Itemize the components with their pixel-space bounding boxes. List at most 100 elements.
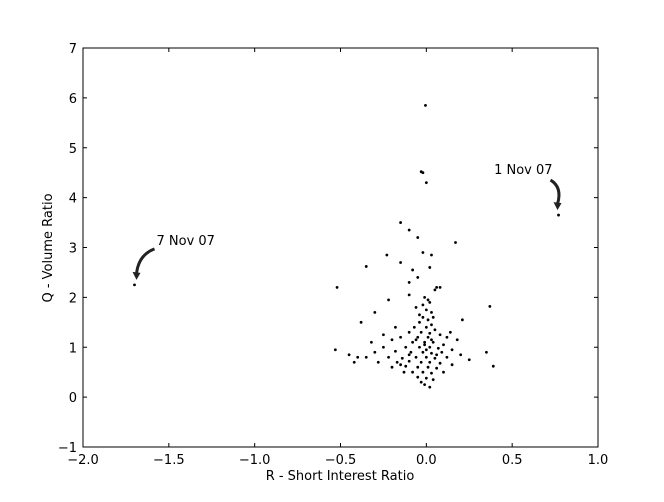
y-tick-label: 6 — [69, 92, 77, 107]
point — [424, 348, 428, 352]
point — [416, 236, 420, 239]
annotation-text: 1 Nov 07 — [494, 163, 552, 178]
point — [454, 241, 457, 244]
point — [411, 268, 414, 272]
point — [435, 353, 439, 357]
point — [399, 261, 402, 264]
point — [438, 361, 442, 365]
point — [407, 228, 411, 232]
point — [419, 330, 423, 334]
point — [433, 288, 437, 292]
point — [385, 253, 389, 257]
annotation-arrow — [549, 178, 561, 205]
point — [412, 325, 416, 329]
point — [433, 328, 437, 332]
point — [426, 298, 430, 302]
point — [364, 355, 368, 359]
x-tick-label: 0.5 — [502, 453, 523, 468]
point — [399, 221, 402, 224]
point — [428, 266, 432, 269]
point — [404, 345, 408, 349]
point — [455, 338, 459, 342]
point — [359, 320, 363, 324]
point — [431, 340, 435, 344]
point — [438, 333, 442, 337]
point — [421, 315, 425, 319]
point — [409, 350, 413, 354]
point — [370, 340, 373, 344]
point — [418, 320, 421, 324]
point — [424, 355, 428, 359]
point — [407, 353, 411, 357]
point — [423, 343, 427, 347]
point — [440, 350, 444, 354]
point — [436, 346, 440, 350]
point — [428, 360, 432, 364]
point — [387, 355, 390, 359]
point — [424, 308, 428, 312]
point — [419, 380, 423, 384]
point — [426, 335, 430, 339]
point — [133, 283, 136, 287]
point — [421, 303, 425, 307]
point — [424, 103, 427, 107]
point — [411, 370, 414, 374]
point — [390, 338, 394, 342]
point — [400, 356, 404, 360]
x-tick-label: −0.5 — [325, 453, 357, 468]
point — [373, 310, 377, 314]
y-tick-label: 2 — [69, 291, 77, 306]
x-tick-label: −2.0 — [67, 453, 99, 468]
y-tick-label: 4 — [69, 192, 77, 207]
point — [428, 300, 432, 304]
point — [430, 338, 433, 342]
point — [416, 276, 420, 279]
point — [421, 251, 425, 254]
point — [435, 366, 439, 370]
point — [424, 376, 428, 380]
point — [488, 304, 492, 308]
point — [430, 310, 433, 314]
point — [435, 286, 439, 289]
point — [467, 358, 471, 362]
point — [399, 363, 402, 367]
point — [394, 349, 397, 353]
annotation-arrowhead — [132, 271, 141, 280]
point — [347, 353, 351, 357]
point — [438, 286, 442, 289]
point — [423, 383, 427, 387]
point — [430, 253, 433, 257]
point — [376, 360, 380, 364]
point — [382, 333, 385, 337]
point — [423, 295, 427, 299]
point — [448, 330, 452, 334]
point — [333, 348, 337, 352]
annotation-text: 7 Nov 07 — [157, 234, 215, 249]
point — [418, 345, 421, 349]
point — [421, 350, 425, 354]
point — [407, 330, 411, 334]
y-axis-label: Q - Volume Ratio — [41, 193, 56, 302]
point — [416, 375, 420, 379]
point — [433, 356, 437, 360]
point — [418, 313, 421, 317]
point — [407, 281, 411, 284]
y-tick-label: 3 — [69, 242, 77, 257]
point — [431, 378, 435, 382]
point — [407, 359, 411, 363]
point — [557, 213, 560, 217]
y-tick-label: −1 — [58, 441, 77, 456]
point — [414, 338, 418, 342]
y-tick-label: 1 — [69, 341, 77, 356]
point — [335, 286, 339, 289]
x-tick-label: 0.0 — [416, 453, 437, 468]
point — [431, 315, 435, 319]
point — [356, 355, 360, 359]
point — [387, 298, 390, 302]
point — [382, 345, 385, 349]
point — [402, 370, 406, 374]
point — [416, 365, 420, 369]
point — [459, 353, 463, 357]
point — [421, 370, 425, 374]
